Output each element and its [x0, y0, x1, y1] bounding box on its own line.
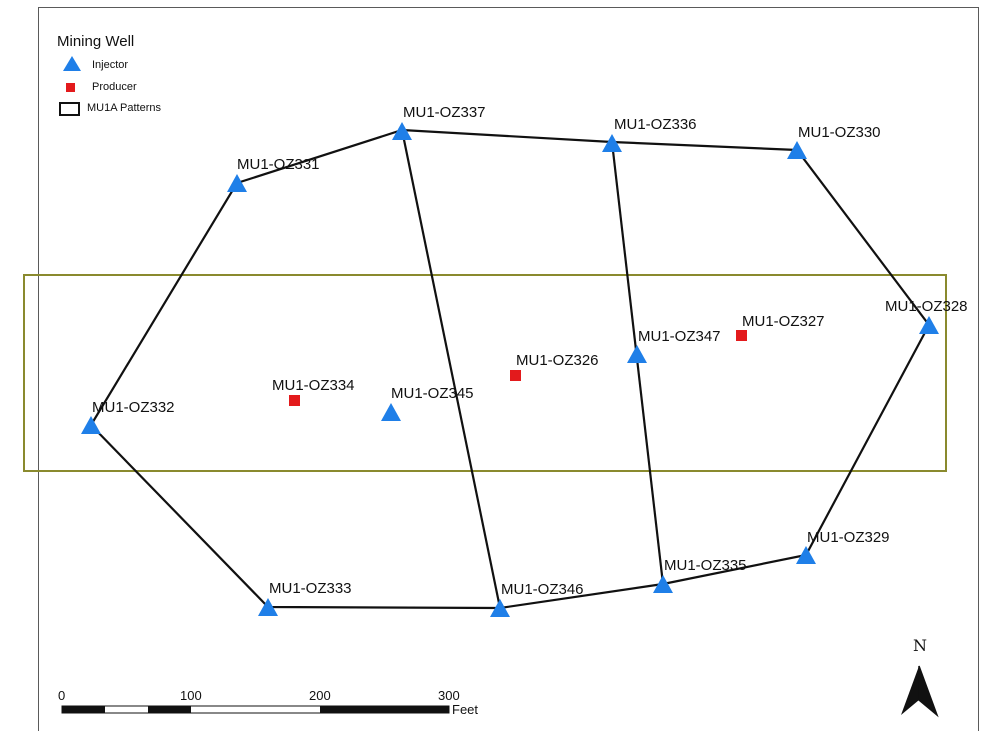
scale-tick-label: 100: [180, 688, 202, 703]
well-marker-mu1-oz327[interactable]: [736, 330, 747, 341]
legend-producer-icon: [66, 83, 75, 92]
well-marker-mu1-oz331[interactable]: [227, 174, 247, 192]
well-label-mu1-oz334: MU1-OZ334: [272, 377, 355, 394]
well-label-mu1-oz333: MU1-OZ333: [269, 580, 352, 597]
pattern-lines: [90, 128, 931, 610]
well-label-mu1-oz336: MU1-OZ336: [614, 116, 697, 133]
well-marker-mu1-oz332[interactable]: [81, 416, 101, 434]
scale-bar: [61, 705, 450, 714]
scale-tick-label: 300: [438, 688, 460, 703]
well-marker-mu1-oz336[interactable]: [602, 134, 622, 152]
well-marker-mu1-oz333[interactable]: [258, 598, 278, 616]
well-marker-mu1-oz347[interactable]: [627, 345, 647, 363]
well-label-mu1-oz327: MU1-OZ327: [742, 313, 825, 330]
well-marker-mu1-oz329[interactable]: [796, 546, 816, 564]
legend-label-injector: Injector: [92, 59, 129, 71]
scale-bar-segment: [320, 706, 449, 713]
well-label-mu1-oz329: MU1-OZ329: [807, 529, 890, 546]
well-label-mu1-oz347: MU1-OZ347: [638, 328, 721, 345]
well-label-mu1-oz332: MU1-OZ332: [92, 399, 175, 416]
well-label-mu1-oz335: MU1-OZ335: [664, 557, 747, 574]
well-marker-mu1-oz326[interactable]: [510, 370, 521, 381]
scale-unit-label: Feet: [452, 702, 479, 717]
scale-tick-label: 200: [309, 688, 331, 703]
legend-label-producer: Producer: [92, 81, 137, 93]
well-marker-mu1-oz334[interactable]: [289, 395, 300, 406]
well-label-mu1-oz331: MU1-OZ331: [237, 156, 320, 173]
well-marker-mu1-oz330[interactable]: [787, 141, 807, 159]
legend-pattern-icon: [59, 102, 80, 116]
map-frame: [38, 7, 979, 731]
well-label-mu1-oz337: MU1-OZ337: [403, 104, 486, 121]
well-label-mu1-oz345: MU1-OZ345: [391, 385, 474, 402]
legend-label-patterns: MU1A Patterns: [87, 102, 161, 114]
scale-tick-label: 0: [58, 688, 66, 703]
well-marker-mu1-oz328[interactable]: [919, 316, 939, 334]
well-label-mu1-oz330: MU1-OZ330: [798, 124, 881, 141]
north-arrow-icon: [901, 665, 939, 718]
legend-symbols: [59, 56, 81, 116]
well-label-mu1-oz346: MU1-OZ346: [501, 581, 584, 598]
well-marker-mu1-oz346[interactable]: [490, 599, 510, 617]
legend-title: Mining Well: [57, 33, 135, 50]
well-symbols: [81, 122, 939, 617]
scale-bar-segment: [148, 706, 191, 713]
pattern-divider-337-346: [400, 129, 502, 609]
pattern-outer-boundary: [90, 128, 931, 610]
legend-injector-icon: [63, 56, 81, 71]
north-label: N: [913, 636, 927, 655]
well-marker-mu1-oz335[interactable]: [653, 575, 673, 593]
mu1a-area-box: [23, 274, 947, 472]
well-marker-mu1-oz345[interactable]: [381, 403, 401, 421]
well-marker-mu1-oz337[interactable]: [392, 122, 412, 140]
well-label-mu1-oz326: MU1-OZ326: [516, 352, 599, 369]
well-label-mu1-oz328: MU1-OZ328: [885, 298, 968, 315]
scale-bar-segment: [62, 706, 105, 713]
